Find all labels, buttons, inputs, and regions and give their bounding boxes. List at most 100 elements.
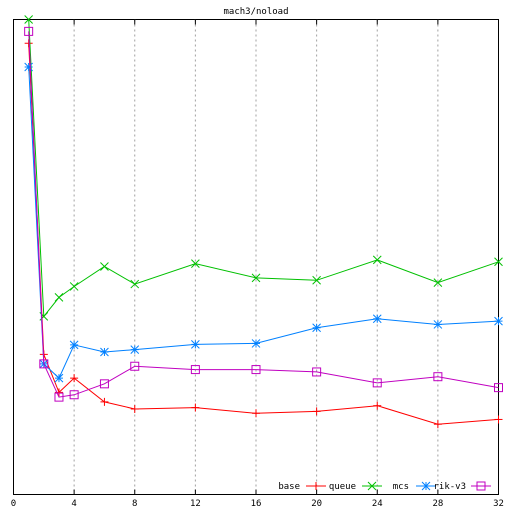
data-point	[372, 314, 382, 324]
legend-item-rik-v3: rik-v3	[433, 481, 491, 492]
series-line	[28, 43, 499, 425]
marker-stroke	[367, 481, 377, 491]
data-point	[191, 259, 200, 269]
marker-square	[24, 26, 34, 36]
marker-stroke	[69, 340, 79, 350]
marker-stroke	[312, 323, 321, 333]
marker-stroke	[312, 275, 321, 285]
marker-stroke	[251, 339, 261, 348]
series-mcs	[24, 62, 503, 383]
data-point	[24, 62, 34, 72]
marker-square	[69, 390, 79, 400]
data-point	[251, 365, 261, 375]
data-point	[372, 255, 382, 265]
marker-square	[130, 361, 140, 371]
x-tick-label: 32	[493, 499, 504, 509]
data-point	[24, 26, 34, 36]
data-point	[69, 340, 79, 350]
x-tick-label: 12	[190, 499, 201, 509]
data-point	[494, 415, 503, 424]
data-point	[494, 316, 503, 326]
data-point	[54, 293, 64, 302]
data-point	[312, 275, 321, 285]
x-tick-label: 4	[71, 499, 76, 509]
grid-layer	[73, 19, 439, 495]
data-point	[69, 282, 79, 291]
data-point	[372, 378, 382, 388]
series-rik-v3	[24, 26, 503, 402]
marker-stroke	[433, 320, 443, 329]
legend: base queue mcs rik-v3	[278, 481, 491, 492]
legend-label: mcs	[393, 482, 409, 492]
marker-stroke	[421, 481, 431, 491]
chart-title: mach3/noload	[223, 7, 288, 17]
data-point	[312, 407, 321, 416]
marker-stroke	[130, 345, 140, 354]
marker-square	[190, 365, 200, 375]
data-point	[100, 347, 109, 357]
marker-square	[494, 383, 503, 393]
data-point	[476, 481, 486, 491]
marker-stroke	[433, 278, 443, 288]
data-point	[130, 405, 139, 413]
x-tick-label: 28	[432, 499, 443, 509]
legend-item-mcs: mcs	[393, 481, 436, 492]
data-point	[433, 320, 443, 329]
x-tick-label: 20	[311, 499, 322, 509]
data-point	[252, 409, 260, 418]
series-queue	[24, 15, 503, 321]
data-point	[433, 372, 443, 382]
data-point	[494, 383, 503, 393]
series-line	[28, 31, 499, 398]
marker-square	[251, 365, 261, 375]
data-point	[251, 339, 261, 348]
marker-stroke	[130, 279, 140, 289]
legend-label: rik-v3	[433, 482, 466, 492]
marker-stroke	[69, 282, 79, 291]
marker-stroke	[54, 293, 64, 302]
data-point	[190, 365, 200, 375]
series-base	[24, 39, 503, 429]
marker-stroke	[494, 257, 503, 267]
data-point	[39, 359, 49, 369]
data-point	[421, 481, 431, 491]
series-layer	[24, 15, 503, 429]
marker-stroke	[251, 273, 261, 283]
data-point	[312, 367, 322, 377]
data-point	[130, 345, 140, 354]
marker-stroke	[372, 255, 382, 265]
x-tick-label: 0	[11, 499, 16, 509]
legend-label: queue	[329, 482, 356, 492]
marker-stroke	[54, 373, 64, 383]
data-point	[191, 340, 200, 349]
marker-stroke	[100, 262, 109, 271]
marker-square	[54, 392, 64, 402]
data-point	[367, 481, 377, 491]
data-point	[54, 373, 64, 383]
data-point	[433, 420, 442, 429]
ticks-layer: 0 4 8 12 16 20 24 28 32	[11, 19, 504, 509]
data-point	[130, 361, 140, 371]
legend-item-queue: queue	[329, 481, 382, 492]
data-point	[24, 15, 34, 24]
data-point	[69, 390, 79, 400]
marker-stroke	[494, 316, 503, 326]
data-point	[191, 403, 200, 412]
marker-square	[433, 372, 443, 382]
marker-square	[476, 481, 486, 491]
data-point	[312, 323, 321, 333]
data-point	[99, 379, 109, 389]
marker-square	[372, 378, 382, 388]
marker-stroke	[372, 314, 382, 324]
marker-stroke	[191, 340, 200, 349]
data-point	[100, 262, 109, 271]
marker-stroke	[100, 347, 109, 357]
data-point	[373, 401, 382, 410]
x-tick-label: 16	[251, 499, 262, 509]
data-point	[70, 374, 79, 383]
series-line	[28, 66, 499, 379]
data-point	[130, 279, 140, 289]
data-point	[100, 397, 109, 406]
